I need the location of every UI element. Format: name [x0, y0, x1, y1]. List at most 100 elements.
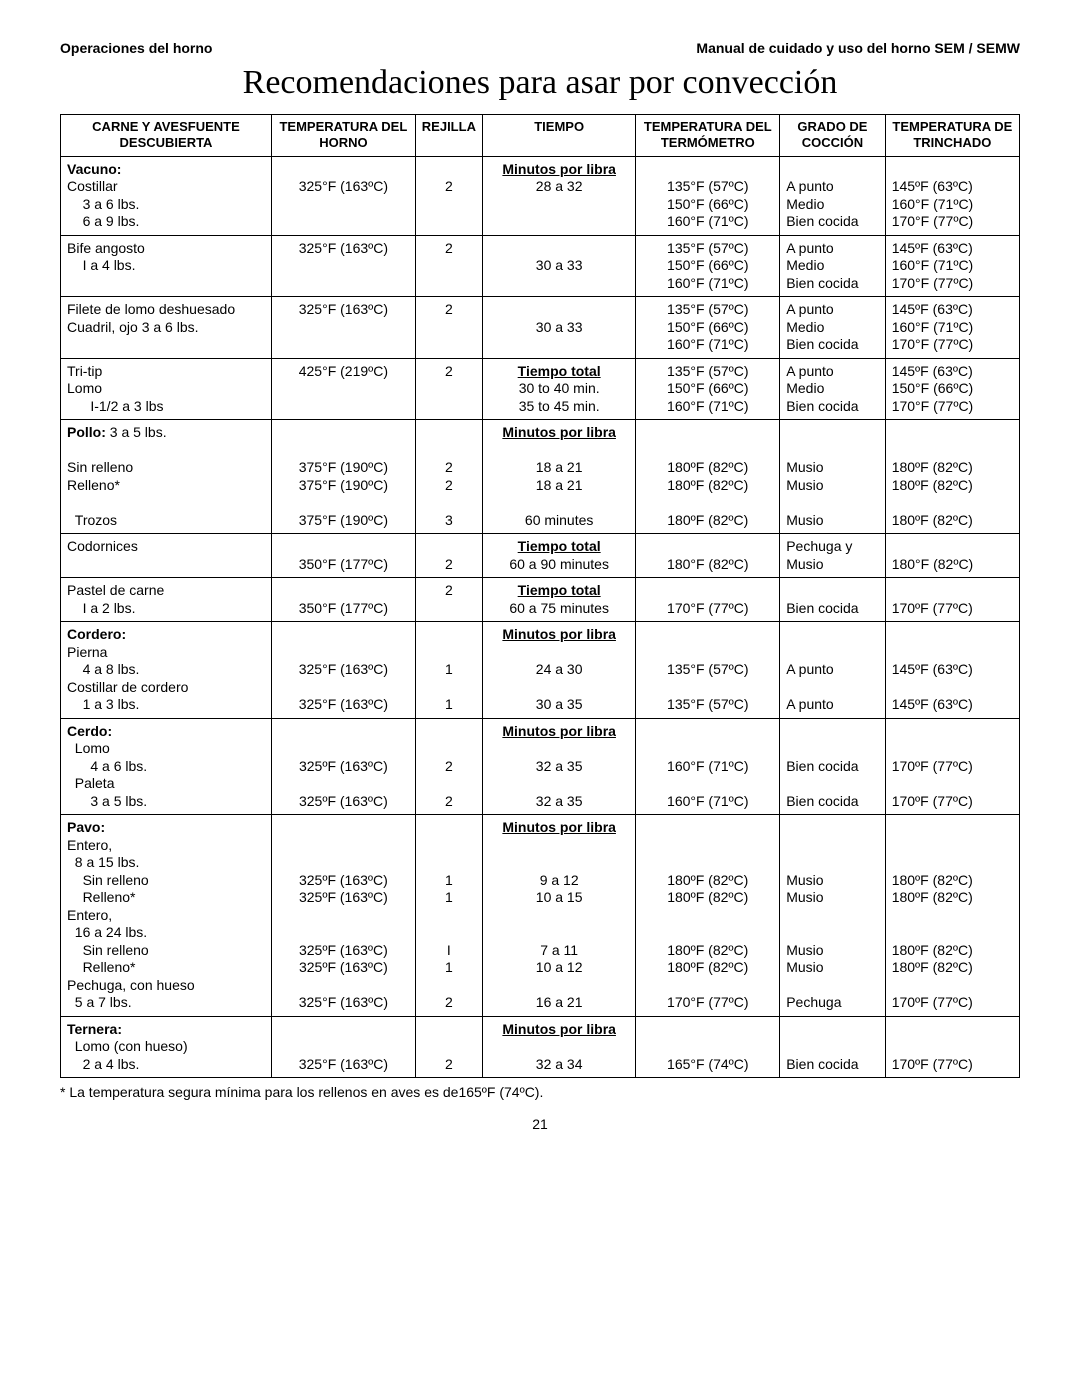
value: 325°F (163ºC): [299, 994, 388, 1010]
cell: Vacuno: Costillar 3 a 6 lbs. 6 a 9 lbs.: [61, 156, 272, 235]
value: 350°F (177ºC): [299, 556, 388, 572]
table-row: Bife angosto I a 4 lbs. 325°F (163ºC) 2 …: [61, 235, 1020, 297]
cell: A punto A punto: [780, 622, 885, 719]
label: Sin relleno: [83, 872, 149, 888]
value: 2: [445, 459, 453, 475]
value: 180ºF (82ºC): [892, 459, 973, 475]
value: 180ºF (82ºC): [667, 959, 748, 975]
cell: 2: [415, 578, 482, 622]
label: Costillar de cordero: [67, 679, 188, 695]
cell: 135°F (57ºC) 150°F (66ºC) 160°F (71ºC): [636, 297, 780, 359]
value: 170°F (77ºC): [667, 994, 749, 1010]
label: Lomo (con hueso): [75, 1038, 188, 1054]
label: I a 2 lbs.: [83, 600, 136, 616]
cell: 135°F (57ºC) 150°F (66ºC) 160°F (71ºC): [636, 156, 780, 235]
cell: Minutos por libra 18 a 21 18 a 21 60 min…: [482, 420, 635, 534]
cell: Minutos por libra32 a 34: [482, 1016, 635, 1078]
cell: 325°F (163ºC) 325°F (163ºC): [271, 622, 415, 719]
value: Musio: [786, 959, 823, 975]
cell: 1 1: [415, 622, 482, 719]
time-heading: Minutos por libra: [502, 723, 616, 739]
cell: Pavo: Entero, 8 a 15 lbs. Sin relleno Re…: [61, 815, 272, 1017]
value: 30 to 40 min.: [519, 380, 600, 396]
value: Medio: [786, 319, 824, 335]
table-row: Tri-tip Lomo I-1/2 a 3 lbs 425°F (219ºC)…: [61, 358, 1020, 420]
value: 170ºF (77ºC): [892, 1056, 973, 1072]
cell: Cerdo: Lomo 4 a 6 lbs. Paleta 3 a 5 lbs.: [61, 718, 272, 815]
value: 145ºF (63ºC): [892, 696, 973, 712]
value: Bien cocida: [786, 600, 858, 616]
cell: 375°F (190ºC) 375°F (190ºC) 375°F (190ºC…: [271, 420, 415, 534]
col-time: TIEMPO: [482, 115, 635, 157]
label: Trozos: [75, 512, 117, 528]
value: 60 a 90 minutes: [509, 556, 609, 572]
header-left: Operaciones del horno: [60, 40, 212, 56]
cell: 2: [415, 1016, 482, 1078]
cell: 2 2 3: [415, 420, 482, 534]
value: Musio: [786, 889, 823, 905]
cell: 2: [415, 235, 482, 297]
label: I a 4 lbs.: [83, 257, 136, 273]
label: Relleno*: [83, 959, 136, 975]
value: 375°F (190ºC): [299, 459, 388, 475]
cell: 2 2: [415, 718, 482, 815]
value: 160°F (71ºC): [892, 319, 974, 335]
value: Bien cocida: [786, 336, 858, 352]
value: 60 a 75 minutes: [509, 600, 609, 616]
value: 325ºF (163ºC): [299, 758, 388, 774]
value: 170°F (77ºC): [892, 336, 974, 352]
value: 160°F (71ºC): [892, 196, 974, 212]
table-row: Ternera: Lomo (con hueso) 2 a 4 lbs. 325…: [61, 1016, 1020, 1078]
cell: 145ºF (63ºC) 150°F (66ºC) 170°F (77ºC): [885, 358, 1019, 420]
value: Bien cocida: [786, 758, 858, 774]
value: 325ºF (163ºC): [299, 872, 388, 888]
value: Medio: [786, 196, 824, 212]
table-header-row: CARNE Y AVESFUENTE DESCUBIERTA TEMPERATU…: [61, 115, 1020, 157]
value: 24 a 30: [536, 661, 583, 677]
value: 325ºF (163ºC): [299, 889, 388, 905]
section-vacuno: Vacuno:: [67, 161, 121, 177]
table-row: Cordero: Pierna 4 a 8 lbs. Costillar de …: [61, 622, 1020, 719]
value: 9 a 12: [540, 872, 579, 888]
cell: 325°F (163ºC): [271, 297, 415, 359]
value: 325ºF (163ºC): [299, 793, 388, 809]
value: 180ºF (82ºC): [667, 459, 748, 475]
cell: 170ºF (77ºC) 170ºF (77ºC): [885, 718, 1019, 815]
cell: 135°F (57ºC) 150°F (66ºC) 160°F (71ºC): [636, 358, 780, 420]
value: 160°F (71ºC): [892, 257, 974, 273]
col-done: GRADO DE COCCIÓN: [780, 115, 885, 157]
col-item: CARNE Y AVESFUENTE DESCUBIERTA: [61, 115, 272, 157]
value: 145ºF (63ºC): [892, 178, 973, 194]
value: 325°F (163ºC): [299, 178, 388, 194]
value: 135°F (57ºC): [667, 301, 749, 317]
value: Musio: [786, 556, 823, 572]
cell: Codornices: [61, 534, 272, 578]
cell: 325°F (163ºC): [271, 235, 415, 297]
label: Pierna: [67, 644, 107, 660]
col-oven: TEMPERATURA DEL HORNO: [271, 115, 415, 157]
value: 30 a 33: [536, 319, 583, 335]
label: Sin relleno: [83, 942, 149, 958]
value: 160°F (71ºC): [667, 793, 749, 809]
value: 18 a 21: [536, 477, 583, 493]
value: 170°F (77ºC): [892, 398, 974, 414]
value: 170°F (77ºC): [892, 275, 974, 291]
value: 170°F (77ºC): [667, 600, 749, 616]
cell: Pollo: 3 a 5 lbs. Sin relleno Relleno* T…: [61, 420, 272, 534]
value: 325°F (163ºC): [299, 696, 388, 712]
label: 8 a 15 lbs.: [75, 854, 140, 870]
value: 1: [445, 661, 453, 677]
cell: A punto Medio Bien cocida: [780, 235, 885, 297]
value: 325°F (163ºC): [299, 240, 388, 256]
cell: A punto Medio Bien cocida: [780, 297, 885, 359]
value: 2: [445, 178, 453, 194]
cell: 180°F (82ºC): [636, 534, 780, 578]
label: 3 a 6 lbs.: [83, 196, 140, 212]
value: 180ºF (82ºC): [892, 942, 973, 958]
label: Costillar: [67, 178, 118, 194]
cell: 170ºF (77ºC): [885, 578, 1019, 622]
value: 145ºF (63ºC): [892, 301, 973, 317]
value: 2: [445, 477, 453, 493]
value: 325°F (163ºC): [299, 661, 388, 677]
label: Lomo: [67, 380, 102, 396]
